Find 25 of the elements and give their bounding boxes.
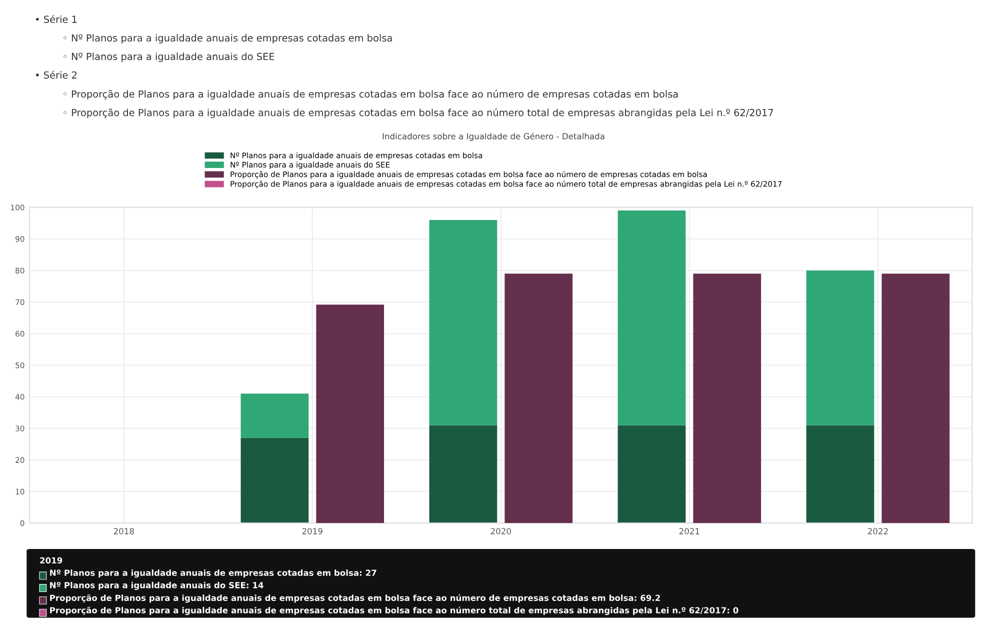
chart-title: Indicadores sobre a Igualdade de Género - Detalhada	[382, 132, 604, 142]
text: • Série 1	[36, 15, 77, 23]
bar	[429, 220, 498, 426]
bar	[429, 425, 498, 524]
text: Proporção de Planos para a igualdade anuais de empresas cotadas em bolsa face ao número total de empresas abrangidas pela Lei n.º 62/2017: 0	[50, 606, 738, 616]
x-tick-label: 2022	[868, 528, 888, 534]
text: ◦ Proporção de Planos para a igualdade anuais de empresas cotadas em bolsa face ao número de empresas cotadas em bolsa	[64, 90, 678, 100]
text: ◦ Nº Planos para a igualdade anuais do SEE	[64, 52, 274, 62]
bar	[618, 210, 686, 426]
text: ◦ Proporção de Planos para a igualdade anuais de empresas cotadas em bolsa face ao número total de empresas abrangidas pela Lei n.º 62/2017	[64, 108, 774, 118]
x-tick-label: 2020	[490, 528, 511, 534]
text: Nº Planos para a igualdade anuais do SEE: 14	[50, 582, 264, 590]
text: Nº Planos para a igualdade anuais de empresas cotadas em bolsa: 27	[50, 569, 376, 578]
text: ◦ Nº Planos para a igualdade anuais de empresas cotadas em bolsa	[64, 34, 392, 44]
bar	[806, 425, 874, 524]
x-tick-label: 2018	[114, 528, 134, 534]
bar	[618, 425, 686, 524]
bar	[240, 438, 309, 524]
bar	[240, 394, 309, 438]
text: • Série 2	[36, 70, 77, 79]
x-tick-label: 2021	[679, 528, 700, 534]
x-tick-label: 2019	[302, 528, 322, 534]
text: 2019	[40, 557, 62, 564]
bar	[806, 270, 874, 426]
text: Proporção de Planos para a igualdade anuais de empresas cotadas em bolsa face ao número de empresas cotadas em bolsa: 69.2	[50, 594, 660, 603]
